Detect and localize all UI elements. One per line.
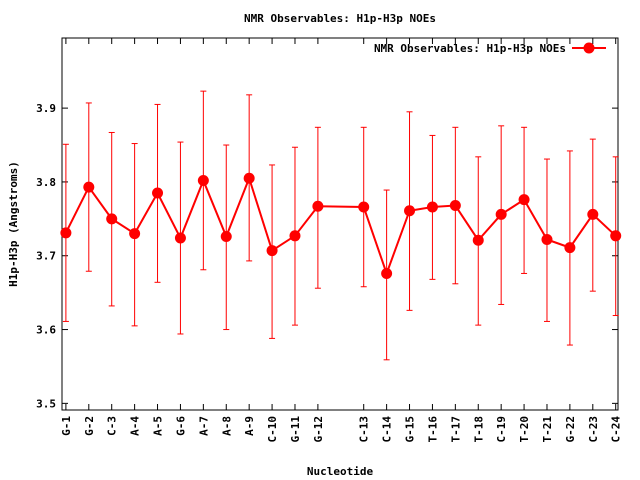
x-tick-label: A-5 [152,416,165,436]
x-tick-label: T-17 [449,416,462,443]
x-tick-label: G-6 [174,416,187,436]
x-tick-label: T-21 [541,416,554,443]
x-tick-label: C-10 [266,416,279,443]
data-point [426,201,438,213]
x-tick-label: G-15 [404,416,417,443]
x-tick-label: C-14 [381,416,394,443]
x-tick-label: C-3 [106,416,119,436]
y-tick-label: 3.6 [36,324,56,337]
data-point [541,234,553,245]
y-tick-label: 3.7 [36,250,56,263]
plot-frame [61,37,619,411]
x-tick-label: A-9 [243,416,256,436]
chart-title: NMR Observables: H1p-H3p NOEs [244,12,436,25]
x-tick-label: A-7 [197,416,210,436]
x-tick-label: G-11 [289,416,302,443]
data-point [129,228,141,240]
data-point [358,201,370,213]
x-tick-label: G-22 [564,416,577,443]
data-point [106,213,118,225]
x-tick-label: T-16 [426,416,439,443]
y-tick-label: 3.8 [36,176,56,189]
data-point [587,208,599,220]
data-point [197,174,209,186]
legend-marker [583,42,595,54]
data-point [472,234,484,246]
legend-label: NMR Observables: H1p-H3p NOEs [374,42,566,55]
data-point [83,181,95,193]
data-point [152,187,164,199]
y-axis-label: H1p-H3p (Angstroms) [7,161,20,287]
x-axis-label: Nucleotide [307,465,374,478]
x-tick-label: C-13 [358,416,371,443]
x-tick-label: C-23 [587,416,600,443]
data-point [610,230,622,242]
x-tick-label: T-18 [472,416,485,443]
x-tick-label: C-24 [610,416,623,443]
x-tick-label: C-19 [495,416,508,443]
data-point [449,200,461,212]
data-point [518,194,530,206]
y-tick-label: 3.9 [36,102,56,115]
data-point [404,205,416,217]
x-tick-label: G-2 [83,416,96,436]
data-point [289,230,301,242]
x-tick-label: T-20 [518,416,531,443]
x-tick-label: G-12 [312,416,325,443]
data-point [243,172,255,184]
data-point [564,242,576,254]
data-point [60,227,72,239]
data-point [312,200,324,212]
x-tick-label: A-8 [220,416,233,436]
series-line [65,175,617,277]
legend: NMR Observables: H1p-H3p NOEs [374,42,606,55]
data-point [174,232,186,244]
data-point [220,231,232,243]
data-point [266,245,278,257]
x-tick-label: A-4 [129,416,142,436]
y-tick-label: 3.5 [36,397,56,410]
x-tick-label: G-1 [60,416,73,436]
data-point [495,208,507,220]
data-point [381,267,393,279]
